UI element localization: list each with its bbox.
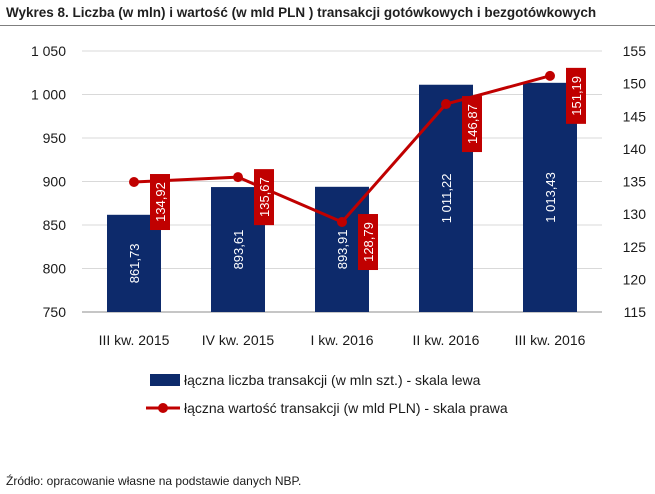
left-tick-label: 1 050 bbox=[31, 43, 66, 59]
right-tick-label: 145 bbox=[623, 108, 647, 124]
legend: łączna liczba transakcji (w mln szt.) - … bbox=[146, 372, 508, 416]
right-tick-label: 140 bbox=[623, 141, 647, 157]
bar-value-label: 861,73 bbox=[127, 244, 142, 284]
right-tick-label: 125 bbox=[623, 239, 647, 255]
bar-value-label: 1 011,22 bbox=[439, 174, 454, 224]
line-label-box bbox=[150, 174, 170, 231]
line-point bbox=[441, 99, 451, 110]
legend-line-marker bbox=[158, 403, 168, 413]
title-divider bbox=[0, 25, 655, 26]
right-axis-ticks: 115 120 125 130 135 140 145 150 155 bbox=[623, 43, 647, 320]
line-value-label: 151,19 bbox=[569, 76, 584, 116]
left-tick-label: 950 bbox=[43, 130, 67, 146]
line-value-label: 128,79 bbox=[361, 222, 376, 262]
category-label: II kw. 2016 bbox=[413, 332, 480, 348]
right-tick-label: 130 bbox=[623, 206, 647, 222]
left-tick-label: 800 bbox=[43, 261, 67, 277]
left-tick-label: 900 bbox=[43, 174, 67, 190]
chart: 750 800 850 900 950 1 000 1 050 115 120 125 130 13… bbox=[31, 43, 647, 416]
category-axis: III kw. 2015 IV kw. 2015 I kw. 2016 II kw. … bbox=[99, 332, 586, 348]
line-series: 134,92 135,67 128,79 146,87 151,19 bbox=[129, 67, 586, 271]
bar-value-label: 1 013,43 bbox=[543, 172, 558, 223]
right-tick-label: 135 bbox=[623, 174, 647, 190]
line-point bbox=[129, 177, 139, 188]
line-label-box bbox=[566, 67, 586, 124]
right-tick-label: 120 bbox=[623, 271, 647, 287]
line-point bbox=[233, 172, 243, 183]
line-point bbox=[337, 217, 347, 228]
left-tick-label: 1 000 bbox=[31, 87, 66, 103]
bar-value-label: 893,61 bbox=[231, 230, 246, 270]
left-tick-label: 850 bbox=[43, 217, 67, 233]
chart-title: Wykres 8. Liczba (w mln) i wartość (w ml… bbox=[6, 5, 597, 20]
line-label-box bbox=[254, 169, 274, 226]
left-axis-ticks: 750 800 850 900 950 1 000 1 050 bbox=[31, 43, 66, 320]
legend-bar-label: łączna liczba transakcji (w mln szt.) - … bbox=[184, 372, 481, 388]
line-point bbox=[545, 70, 555, 81]
right-tick-label: 115 bbox=[624, 304, 647, 320]
left-tick-label: 750 bbox=[43, 304, 67, 320]
line-value-label: 146,87 bbox=[465, 104, 480, 144]
category-label: III kw. 2015 bbox=[99, 332, 170, 348]
line-label-box bbox=[358, 214, 378, 271]
category-label: IV kw. 2015 bbox=[202, 332, 275, 348]
right-tick-label: 155 bbox=[623, 43, 647, 59]
category-label: III kw. 2016 bbox=[515, 332, 586, 348]
right-tick-label: 150 bbox=[623, 76, 647, 92]
bar bbox=[107, 214, 161, 312]
line-value-label: 135,67 bbox=[257, 177, 272, 217]
category-label: I kw. 2016 bbox=[310, 332, 373, 348]
bar-series: 861,73 893,61 893,91 1 011,22 1 013,43 bbox=[107, 82, 577, 312]
bar-value-label: 893,91 bbox=[335, 230, 350, 270]
line-label-box bbox=[462, 96, 482, 153]
legend-line-label: łączna wartość transakcji (w mld PLN) - … bbox=[184, 400, 508, 416]
source-note: Źródło: opracowanie własne na podstawie … bbox=[6, 474, 302, 488]
line-value-label: 134,92 bbox=[153, 182, 168, 222]
legend-bar-swatch bbox=[150, 374, 180, 386]
